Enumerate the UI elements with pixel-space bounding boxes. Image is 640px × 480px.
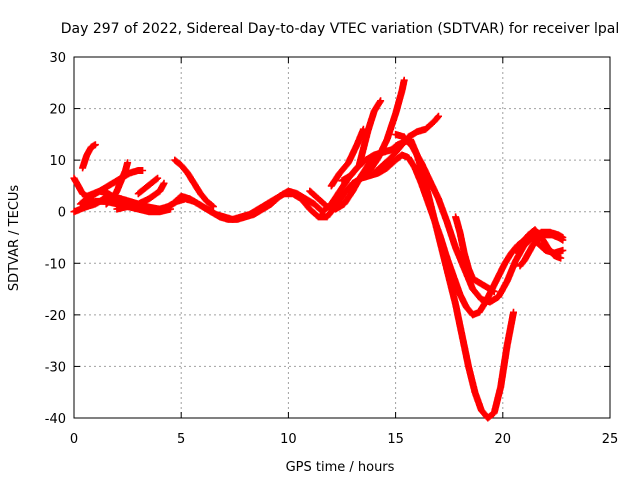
point-markers xyxy=(452,213,498,296)
series-track-15 xyxy=(452,213,498,296)
y-axis-label: SDTVAR / TECUs xyxy=(7,185,22,292)
series-track-12 xyxy=(349,76,408,190)
series-track-10 xyxy=(327,125,367,190)
point-markers xyxy=(327,125,367,190)
point-markers xyxy=(79,141,99,172)
series-track-11 xyxy=(338,97,385,185)
series-track-2 xyxy=(70,151,567,319)
x-tick-label: 10 xyxy=(280,432,297,447)
point-markers xyxy=(70,136,517,422)
x-tick-label: 20 xyxy=(495,432,512,447)
y-tick-label: 20 xyxy=(49,103,66,118)
x-tick-label: 0 xyxy=(70,432,78,447)
point-markers xyxy=(171,156,217,211)
series-track-1 xyxy=(70,136,517,422)
y-tick-label: 0 xyxy=(58,206,66,221)
point-markers xyxy=(70,151,567,319)
y-tick-label: -30 xyxy=(45,360,66,375)
plot-frame xyxy=(73,56,611,419)
data-points xyxy=(70,76,567,422)
series-track-7 xyxy=(171,156,217,211)
x-tick-label: 15 xyxy=(387,432,404,447)
point-markers xyxy=(516,231,567,270)
x-tick-label: 25 xyxy=(602,432,619,447)
y-tick-label: -20 xyxy=(45,309,66,324)
series-track-14 xyxy=(392,130,567,306)
x-axis-label: GPS time / hours xyxy=(286,460,395,475)
point-markers xyxy=(392,130,567,306)
y-tick-label: 10 xyxy=(49,154,66,169)
y-tick-label: 30 xyxy=(49,51,66,66)
y-tick-label: -10 xyxy=(45,257,66,272)
series-track-18 xyxy=(113,179,168,213)
point-markers xyxy=(349,76,408,190)
chart-title: Day 297 of 2022, Sidereal Day-to-day VTE… xyxy=(61,21,619,37)
axis-ticks: 0 5 10 15 20 25 -40 -30 -20 -10 0 10 20 30 xyxy=(45,51,619,447)
point-markers xyxy=(134,174,162,198)
series-track-4 xyxy=(79,141,99,172)
point-markers xyxy=(113,179,168,213)
point-markers xyxy=(338,97,385,185)
series-track-17 xyxy=(516,231,567,270)
series-track-6 xyxy=(134,174,162,198)
y-tick-label: -40 xyxy=(45,412,66,427)
x-tick-label: 5 xyxy=(177,432,185,447)
